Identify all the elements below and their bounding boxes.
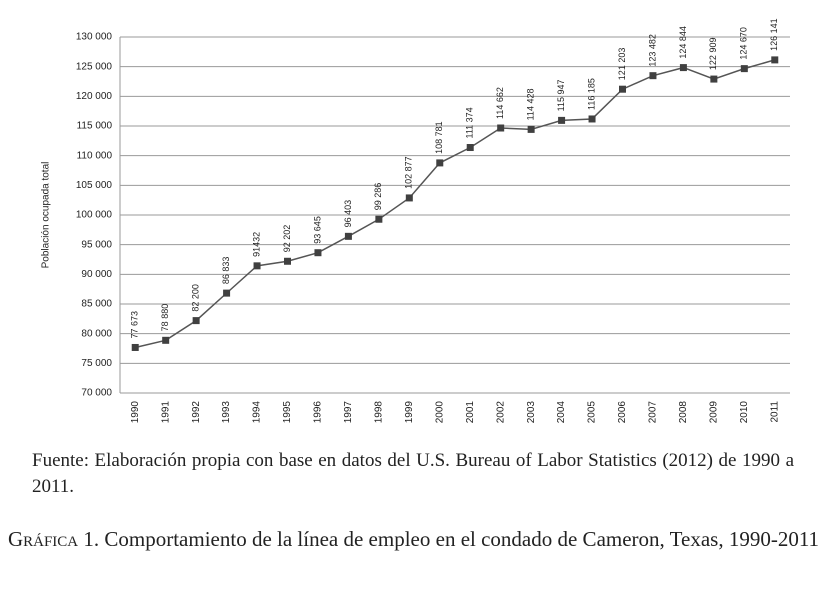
x-tick-label: 1998: [374, 401, 385, 424]
marker: [649, 72, 657, 80]
value-label: 77 673: [130, 311, 140, 339]
value-label: 91432: [251, 232, 261, 257]
y-axis-label: Población ocupada total: [41, 162, 52, 269]
x-tick-label: 2002: [495, 401, 506, 424]
marker: [710, 75, 718, 83]
x-tick-label: 2008: [678, 401, 689, 424]
value-label: 115 947: [556, 80, 566, 112]
marker: [679, 64, 687, 72]
value-label: 114 428: [526, 89, 536, 121]
marker: [771, 56, 779, 64]
x-tick-label: 2003: [526, 401, 537, 424]
y-tick-label: 95 000: [81, 239, 112, 250]
chart: Población ocupada total 70 000 75 000 80 0…: [41, 18, 790, 424]
marker: [740, 65, 748, 73]
marker: [375, 215, 383, 223]
value-label: 124 670: [739, 27, 749, 60]
y-tick-label: 130 000: [76, 32, 113, 43]
y-tick-label: 105 000: [76, 180, 113, 191]
x-tick-label: 1999: [404, 401, 415, 424]
x-tick-label: 1996: [313, 401, 324, 424]
y-tick-label: 115 000: [77, 121, 113, 132]
y-tick-label: 80 000: [81, 328, 112, 339]
value-label: 114 662: [495, 87, 505, 119]
marker: [619, 85, 626, 93]
value-label: 111 374: [465, 107, 475, 138]
caption-lead: Gráfica 1.: [7, 527, 100, 551]
value-label: 82 200: [191, 284, 201, 312]
marker: [344, 232, 352, 240]
marker: [436, 159, 444, 167]
value-label: 121 203: [617, 48, 627, 81]
x-tick-label: 2001: [465, 401, 476, 424]
marker: [162, 336, 170, 344]
y-tick-label: 110 000: [77, 150, 113, 161]
x-tick-label: 2009: [709, 401, 720, 424]
value-label: 123 482: [647, 34, 657, 67]
marker: [314, 249, 322, 257]
marker: [558, 116, 566, 124]
value-label: 99 286: [373, 183, 383, 211]
marker: [253, 262, 261, 270]
y-tick-label: 90 000: [81, 269, 112, 280]
marker: [527, 125, 535, 133]
y-tick-label: 75 000: [81, 358, 112, 369]
x-tick-label: 1991: [160, 401, 171, 424]
x-tick-label: 2007: [648, 401, 659, 424]
y-tick-label: 85 000: [81, 299, 112, 310]
x-tick-label: 1994: [252, 401, 263, 424]
x-tick-label: 1990: [130, 401, 141, 424]
x-tick-label: 2006: [617, 401, 628, 424]
source-note: Fuente: Elaboración propia con base en d…: [32, 450, 794, 497]
x-tick-label: 2000: [434, 401, 445, 424]
value-label: 102 877: [404, 156, 414, 189]
marker: [284, 257, 291, 265]
value-label: 122 909: [708, 38, 718, 71]
value-label: 108 781: [434, 121, 444, 154]
marker: [588, 115, 596, 123]
data-line: [135, 59, 775, 349]
marker: [223, 289, 231, 297]
x-tick-label: 2011: [769, 401, 780, 423]
value-label: 96 403: [343, 200, 353, 228]
marker: [497, 124, 505, 132]
x-tick-label: 1993: [221, 401, 232, 424]
y-tick-label: 100 000: [76, 210, 113, 221]
caption: Gráfica 1. Comportamiento de la línea de…: [0, 522, 827, 556]
y-tick-label: 70 000: [81, 388, 112, 399]
caption-text: Comportamiento de la línea de empleo en …: [104, 527, 820, 551]
value-label: 86 833: [221, 257, 231, 285]
value-label: 78 880: [160, 304, 170, 332]
value-label: 124 844: [678, 26, 688, 59]
x-tick-label: 1997: [343, 401, 354, 424]
value-label: 93 645: [312, 216, 322, 244]
y-tick-label: 125 000: [76, 61, 113, 72]
value-label: 92 202: [282, 225, 292, 253]
x-tick-label: 2004: [556, 401, 567, 424]
value-label: 116 185: [586, 78, 596, 110]
x-tick-label: 1995: [282, 401, 293, 424]
x-tick-label: 2005: [587, 401, 598, 424]
value-label: 126 141: [769, 18, 779, 51]
x-tick-label: 1992: [191, 401, 202, 424]
marker: [466, 144, 474, 152]
x-tick-label: 2010: [739, 401, 750, 424]
marker: [405, 194, 413, 202]
marker: [192, 317, 200, 325]
y-tick-label: 120 000: [76, 91, 113, 102]
marker: [131, 343, 139, 351]
